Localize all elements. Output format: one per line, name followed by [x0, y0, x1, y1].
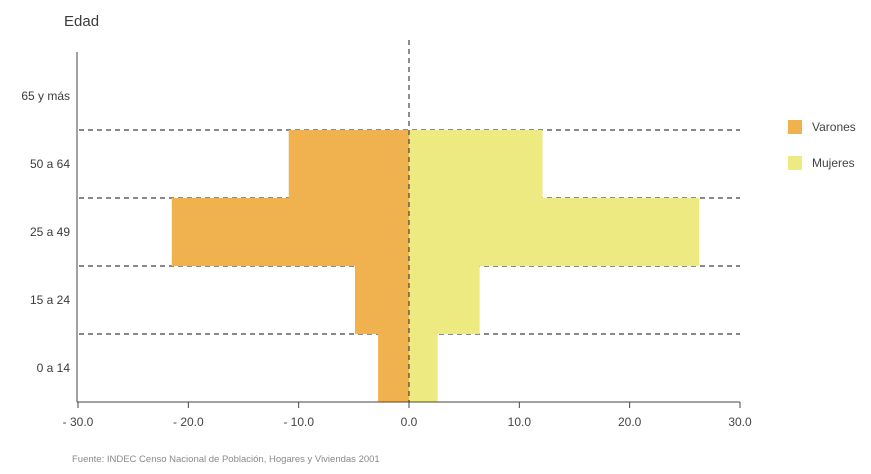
- bar-varones-1: [354, 266, 409, 334]
- legend-swatch-varones: [788, 120, 802, 134]
- y-axis-label: Edad: [64, 13, 99, 30]
- source-note: Fuente: INDEC Censo Nacional de Població…: [72, 454, 380, 465]
- x-tick-label: 20.0: [618, 415, 642, 429]
- x-tick-label: - 30.0: [63, 415, 94, 429]
- x-tick-label: - 20.0: [173, 415, 204, 429]
- category-label: 65 y más: [21, 89, 70, 103]
- x-tick-labels: - 30.0 - 20.0 - 10.0 0.0 10.0 20.0 30.0: [63, 402, 752, 429]
- x-tick-label: - 10.0: [283, 415, 314, 429]
- bar-mujeres-0: [409, 334, 438, 402]
- bar-mujeres-2: [409, 198, 700, 266]
- x-tick-label: 0.0: [401, 415, 418, 429]
- category-label: 25 a 49: [30, 225, 70, 239]
- category-label: 50 a 64: [30, 157, 70, 171]
- x-tick-label: 30.0: [728, 415, 752, 429]
- legend-label-varones: Varones: [812, 120, 856, 134]
- bar-varones-2: [171, 198, 409, 266]
- category-label: 0 a 14: [37, 361, 71, 375]
- legend: Varones Mujeres: [788, 120, 856, 170]
- category-label: 15 a 24: [30, 293, 70, 307]
- bar-mujeres-1: [409, 266, 480, 334]
- x-tick-label: 10.0: [508, 415, 532, 429]
- legend-swatch-mujeres: [788, 156, 802, 170]
- legend-label-mujeres: Mujeres: [812, 156, 855, 170]
- bar-varones-3: [288, 130, 409, 198]
- category-labels: 0 a 14 15 a 24 25 a 49 50 a 64 65 y más: [21, 89, 70, 375]
- bars: [171, 130, 700, 402]
- bar-varones-0: [378, 334, 409, 402]
- bar-mujeres-3: [409, 130, 543, 198]
